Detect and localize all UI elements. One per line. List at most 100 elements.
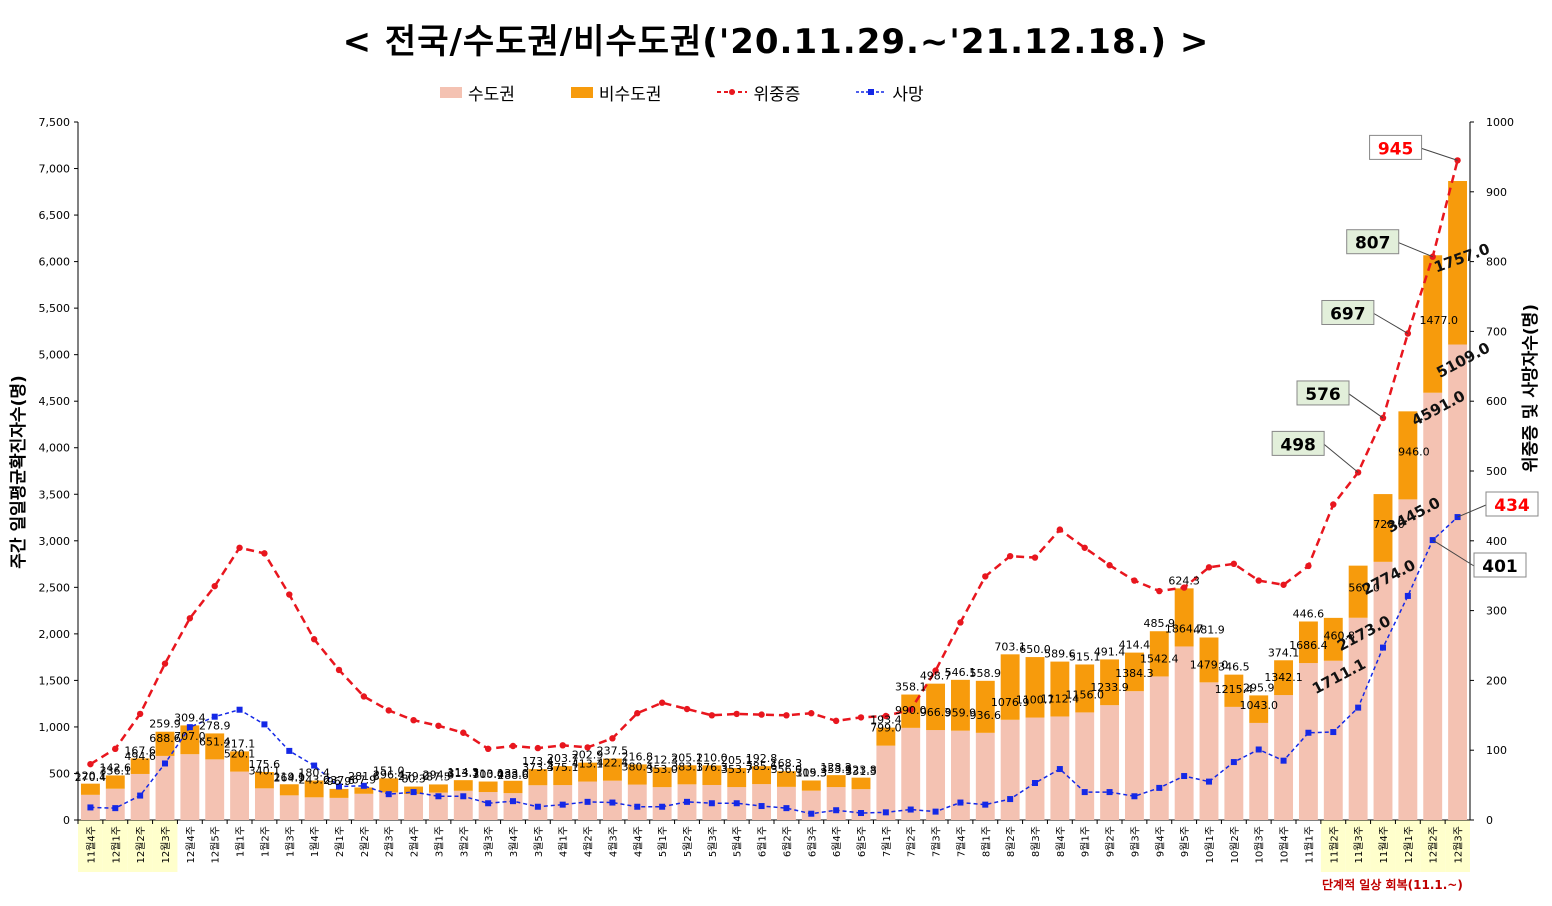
data-label-capital: 376.3 [696, 761, 728, 774]
bar-capital [1025, 717, 1045, 820]
bar-capital [354, 793, 374, 820]
bar-noncapital [180, 725, 200, 755]
point-death [211, 713, 218, 720]
data-label-capital: 380.4 [622, 761, 654, 774]
point-death [808, 810, 815, 817]
bar-noncapital [130, 758, 150, 774]
legend-swatch-severe [717, 89, 748, 95]
point-death [634, 803, 641, 810]
bar-noncapital [304, 780, 324, 798]
data-label-noncapital: 193.4 [870, 714, 902, 727]
y-tick-label: 1,000 [39, 721, 71, 734]
bar-noncapital [105, 775, 125, 789]
bar-noncapital [1398, 411, 1418, 500]
x-tick-label: 8월4주 [1055, 826, 1067, 857]
data-label-noncapital: 151.0 [373, 764, 405, 777]
bar-noncapital [528, 769, 548, 786]
data-label-capital: 1542.4 [1140, 652, 1179, 665]
x-tick-label: 3월2주 [458, 826, 470, 857]
x-tick-label: 10월1주 [1204, 826, 1216, 864]
bar-capital [1323, 660, 1343, 820]
x-tick-label: 5월4주 [732, 826, 744, 857]
x-tick-label: 10월3주 [1254, 826, 1266, 864]
point-death [1330, 729, 1337, 736]
bar-capital [254, 788, 274, 820]
point-death [1280, 757, 1287, 764]
point-severe [609, 735, 616, 742]
y-tick-label: 500 [49, 767, 70, 780]
point-death [385, 791, 392, 798]
bar-noncapital [776, 771, 796, 787]
y2-tick-label: 300 [1486, 605, 1507, 618]
chart-title: < 전국/수도권/비수도권('20.11.29.~'21.12.18.) > [342, 22, 1210, 62]
point-death [87, 804, 94, 811]
point-severe [808, 710, 815, 717]
highlight-cell [1370, 820, 1396, 872]
x-tick-label: 2월4주 [409, 826, 421, 857]
point-severe [957, 619, 964, 626]
data-label-capital: 281.6 [348, 770, 380, 783]
data-label-noncapital: 346.5 [1218, 661, 1250, 674]
data-label-noncapital: 703.1 [994, 640, 1026, 653]
point-severe [286, 591, 293, 598]
data-label-capital: 340.1 [249, 764, 281, 777]
data-label-noncapital: 446.6 [1293, 607, 1325, 620]
bar-noncapital [727, 767, 747, 788]
bar-capital [1124, 691, 1144, 820]
point-death [783, 805, 790, 812]
y2-tick-label: 600 [1486, 395, 1507, 408]
point-death [1032, 780, 1038, 787]
bar-noncapital [975, 680, 995, 733]
data-label-noncapital: 173.4 [522, 755, 554, 768]
point-death [261, 721, 268, 728]
y2-tick-label: 900 [1486, 186, 1507, 199]
callout-label: 401 [1482, 557, 1518, 577]
point-death [907, 806, 914, 813]
point-death [1081, 789, 1088, 796]
point-severe [1006, 552, 1014, 560]
data-label-noncapital: 728.0 [1373, 518, 1405, 531]
bar-noncapital [1100, 659, 1120, 706]
point-death [1255, 746, 1262, 753]
callout-label: 434 [1494, 496, 1530, 516]
bar-capital [950, 730, 970, 820]
y2-tick-label: 700 [1486, 325, 1507, 338]
legend-item-severe: 위중증 [717, 80, 800, 105]
data-label-capital: 353.7 [721, 763, 753, 776]
data-label-noncapital: 123.8 [845, 764, 877, 777]
x-tick-label: 10월4주 [1279, 826, 1291, 864]
x-tick-label: 5월1주 [657, 826, 669, 857]
x-tick-label: 9월5주 [1179, 826, 1191, 857]
data-label-capital: 707.0 [174, 730, 206, 743]
data-label-capital: 1076.9 [991, 696, 1030, 709]
callout-box [1321, 299, 1375, 325]
point-severe [161, 660, 169, 667]
point-severe [1031, 554, 1039, 561]
data-label-noncapital: 205.1 [721, 754, 753, 767]
x-tick-label: 6월3주 [806, 826, 818, 857]
y-tick-label: 4,500 [39, 395, 71, 408]
x-tick-label: 7월4주 [955, 826, 967, 857]
x-tick-label: 2월1주 [334, 826, 346, 857]
point-death [1181, 773, 1188, 780]
point-severe [410, 716, 417, 724]
data-label-capital: 1342.1 [1264, 671, 1303, 684]
x-tick-label: 2월2주 [359, 826, 371, 857]
y2-tick-label: 0 [1486, 814, 1493, 827]
point-death [684, 798, 690, 805]
point-death [659, 803, 666, 810]
data-label-noncapital: 202.9 [572, 749, 604, 762]
x-tick-label: 4월2주 [583, 826, 595, 857]
point-severe [1056, 526, 1064, 533]
data-label-noncapital: 237.5 [597, 745, 629, 758]
point-severe [211, 582, 218, 590]
point-death [1305, 729, 1312, 736]
data-label-noncapital: 358.1 [895, 681, 927, 694]
point-death [186, 724, 193, 731]
bar-noncapital [1050, 661, 1070, 717]
point-death [1380, 644, 1386, 651]
bar-capital [1249, 722, 1269, 820]
x-tick-label: 12월2주 [135, 826, 147, 864]
data-label-noncapital: 109.3 [796, 766, 828, 779]
